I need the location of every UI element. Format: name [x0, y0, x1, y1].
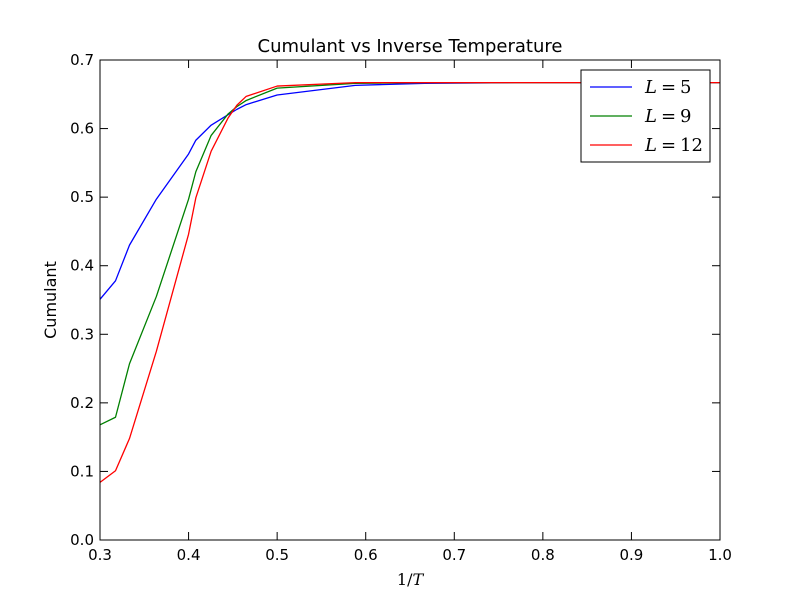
y-axis-ticks: 0.0 0.1 0.2 0.3 0.4 0.5 0.6 0.7	[70, 51, 720, 549]
legend-label-l9: L = 9	[644, 106, 692, 127]
legend-label-l12: L = 12	[644, 135, 703, 156]
y-tick-label-0-1: 0.1	[70, 462, 94, 480]
x-axis-ticks: 0.3 0.4 0.5 0.6 0.7 0.8 0.9 1.0	[88, 60, 732, 564]
x-tick-label-0-5: 0.5	[265, 546, 289, 564]
x-tick-label-0-6: 0.6	[354, 546, 378, 564]
series-group	[99, 81, 720, 483]
legend-entry-l5: L = 5	[590, 77, 692, 98]
plot-frame	[99, 59, 721, 541]
x-tick-label-0-9: 0.9	[619, 546, 643, 564]
y-tick-label-0-4: 0.4	[70, 257, 94, 275]
chart-title: Cumulant vs Inverse Temperature	[258, 36, 563, 57]
y-axis-label: Cumulant	[41, 261, 60, 339]
x-axis-label: 1/T	[397, 570, 425, 589]
legend-label-l9-var: L	[644, 106, 657, 127]
x-axis-label-var: T	[412, 570, 424, 589]
y-tick-label-0-0: 0.0	[70, 531, 94, 549]
x-tick-label-0-3: 0.3	[88, 546, 112, 564]
y-tick-label-0-5: 0.5	[70, 188, 94, 206]
x-axis-label-num: 1	[397, 570, 407, 589]
y-tick-label-0-7: 0.7	[70, 51, 94, 69]
legend-entry-l12: L = 12	[590, 135, 703, 156]
x-axis-label-slash: /	[407, 570, 413, 589]
legend: L = 5 L = 9 L = 12	[580, 69, 711, 163]
legend-label-l9-num: 9	[680, 106, 691, 127]
legend-label-l12-num: 12	[680, 135, 703, 156]
y-tick-label-0-3: 0.3	[70, 325, 94, 343]
series-line-l12	[99, 81, 720, 483]
y-tick-label-0-2: 0.2	[70, 394, 94, 412]
legend-label-l12-eq: =	[661, 135, 676, 156]
legend-label-l9-eq: =	[661, 106, 676, 127]
x-tick-label-1-0: 1.0	[708, 546, 732, 564]
x-tick-label-0-7: 0.7	[442, 546, 466, 564]
y-tick-label-0-6: 0.6	[70, 120, 94, 138]
legend-entry-l9: L = 9	[590, 106, 692, 127]
legend-label-l5-var: L	[644, 77, 657, 98]
legend-label-l5-eq: =	[661, 77, 676, 98]
legend-label-l12-var: L	[644, 135, 657, 156]
x-tick-label-0-8: 0.8	[531, 546, 555, 564]
legend-label-l5: L = 5	[644, 77, 692, 98]
x-tick-label-0-4: 0.4	[177, 546, 201, 564]
legend-label-l5-num: 5	[680, 77, 691, 98]
